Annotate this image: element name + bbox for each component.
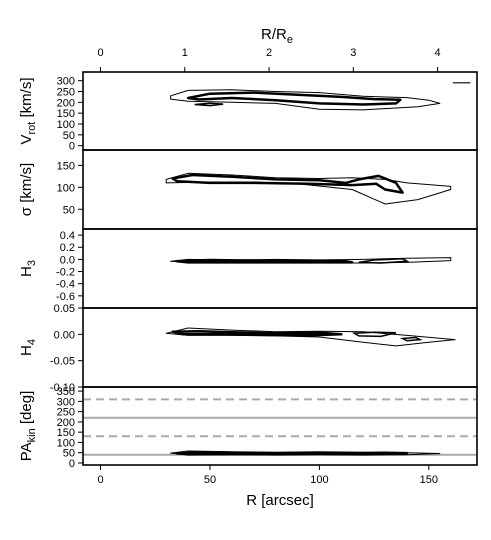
y-tick-label: 150 [57,427,75,439]
contour-inner [171,329,343,337]
y-tick-label: 0 [69,458,75,470]
y-tick-label: 200 [57,97,75,109]
y-axis-label: H4 [18,339,38,356]
contour-inner [175,451,409,456]
contour-island-0 [358,258,410,264]
panel-sigma: 50 100 150 σ [km/s] [18,149,478,230]
top-tick-label: 4 [435,47,441,59]
y-axis-label: H3 [18,260,38,277]
y-tick-label: 50 [63,130,75,142]
y-tick-label: 150 [57,160,75,172]
y-tick-label: 150 [57,108,75,120]
panel-frame [82,71,478,151]
y-tick-label: 0.00 [54,329,75,341]
contour-outer [165,172,452,205]
top-tick-label: 2 [266,47,272,59]
y-tick-label: 300 [57,76,75,88]
top-tick-label: 3 [350,47,356,59]
x-tick-label: 50 [204,474,216,486]
y-tick-label: 350 [57,386,75,398]
y-tick-label: 100 [57,182,75,194]
x-axis-label: R [arcsec] [246,492,314,509]
x-tick-label: 0 [97,474,103,486]
y-tick-label: 100 [57,437,75,449]
top-tick-label: 0 [97,47,103,59]
contour-island-0 [351,331,397,338]
panel-frame [82,386,478,466]
y-tick-label: 0.05 [54,303,75,315]
y-tick-label: -0.4 [56,279,75,291]
contour-island-1 [399,336,423,342]
panel-h3: -0.6-0.4-0.20.00.20.4 H3 [18,228,478,309]
y-tick-label: 100 [57,119,75,131]
y-tick-label: 0.0 [60,254,75,266]
y-tick-label: 250 [57,407,75,419]
y-tick-label: 0.4 [60,230,75,242]
y-axis-label: σ [km/s] [18,163,35,216]
top-axis-label: R/Re [261,26,293,46]
x-tick-label: 100 [310,474,328,486]
y-tick-label: 200 [57,417,75,429]
y-tick-label: 50 [63,448,75,460]
y-tick-label: 50 [63,204,75,216]
y-tick-label: -0.05 [50,356,75,368]
top-tick-label: 1 [182,47,188,59]
panel-h4: -0.10 -0.05 0.00 0.05 H4 [18,303,478,394]
y-tick-label: -0.10 [50,382,75,394]
contour-island-0 [194,102,224,107]
contour-inner [175,258,354,264]
y-tick-label: 300 [57,396,75,408]
y-tick-label: 0 [69,141,75,153]
y-tick-label: -0.2 [56,267,75,279]
y-axis-label: Vrot [km/s] [18,77,38,144]
y-tick-label: 0.2 [60,242,75,254]
contour-inner [171,173,404,194]
panel-frame [82,307,478,388]
panel-frame [82,149,478,230]
contour-outer [170,89,441,111]
y-tick-label: -0.6 [56,291,75,303]
panel-frame [82,228,478,309]
y-axis-label: PAkin [deg] [18,391,38,462]
y-tick-label: 250 [57,87,75,99]
contour-inner [186,91,402,106]
x-tick-label: 150 [420,474,438,486]
